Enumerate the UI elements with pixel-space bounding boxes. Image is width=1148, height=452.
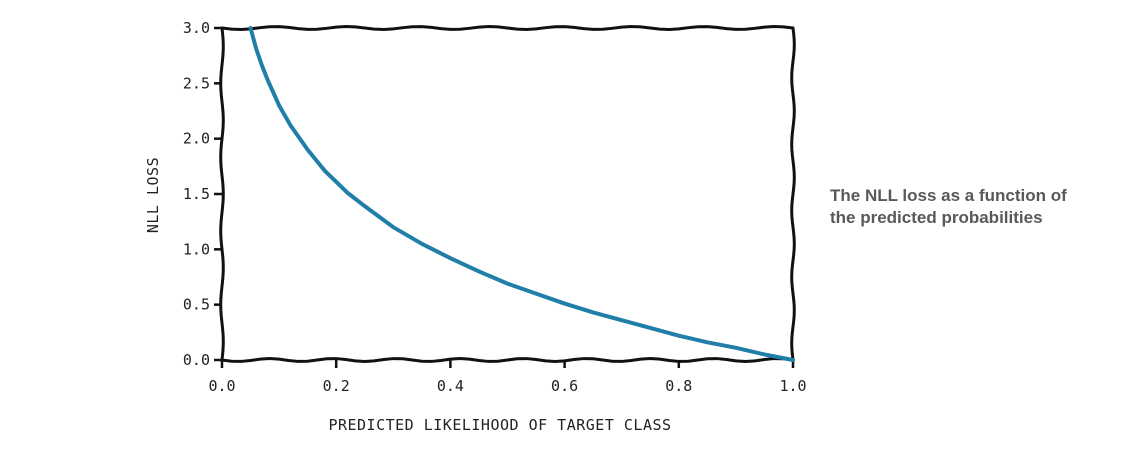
caption-line-1: The NLL loss as a function of xyxy=(830,186,1067,205)
plot-frame xyxy=(219,25,796,364)
y-tick-label: 2.5 xyxy=(183,74,210,92)
caption-line-2: the predicted probabilities xyxy=(830,208,1043,227)
x-tick-label: 0.4 xyxy=(437,377,464,395)
x-tick-labels: 0.0 0.2 0.4 0.6 0.8 1.0 xyxy=(208,377,806,395)
y-tick-label: 0.0 xyxy=(183,351,210,369)
plot-frame-right xyxy=(790,26,796,362)
y-axis-title: NLL LOSS xyxy=(144,157,162,233)
y-tick-labels: 0.0 0.5 1.0 1.5 2.0 2.5 3.0 xyxy=(183,19,210,369)
x-axis-title: PREDICTED LIKELIHOOD OF TARGET CLASS xyxy=(328,416,671,434)
x-tick-label: 1.0 xyxy=(779,377,806,395)
figure-caption: The NLL loss as a function of the predic… xyxy=(830,185,1130,229)
x-tick-label: 0.0 xyxy=(208,377,235,395)
y-tick-label: 1.0 xyxy=(183,240,210,258)
y-tick-label: 3.0 xyxy=(183,19,210,37)
plot-frame-top xyxy=(220,25,795,31)
y-tick-label: 1.5 xyxy=(183,185,210,203)
tick-marks xyxy=(214,26,795,368)
nll-loss-curve xyxy=(248,26,795,362)
x-tick-label: 0.2 xyxy=(323,377,350,395)
x-tick-label: 0.6 xyxy=(551,377,578,395)
y-tick-label: 0.5 xyxy=(183,296,210,314)
plot-frame-bottom xyxy=(220,356,795,364)
x-tick-label: 0.8 xyxy=(665,377,692,395)
series-layer xyxy=(248,26,795,362)
y-tick-label: 2.0 xyxy=(183,130,210,148)
